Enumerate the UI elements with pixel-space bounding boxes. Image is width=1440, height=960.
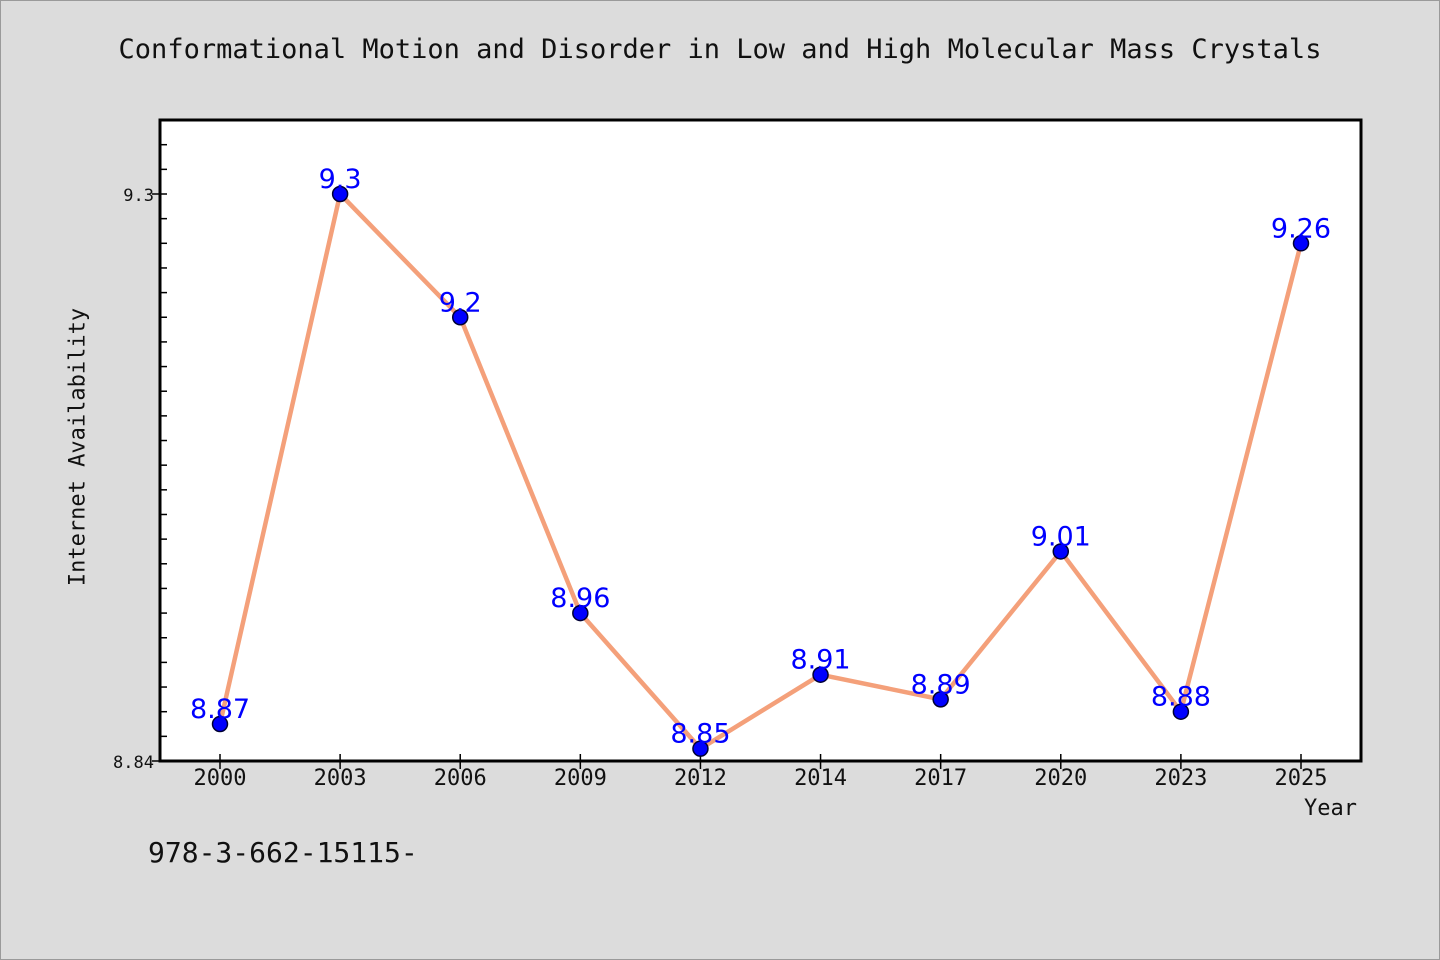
x-tick-label: 2020 (1034, 766, 1087, 791)
data-point (1052, 543, 1070, 560)
x-tick-label: 2025 (1275, 766, 1328, 791)
x-tick-label: 2012 (674, 766, 727, 791)
data-label: 8.91 (790, 645, 850, 676)
x-tick-label: 2009 (554, 766, 607, 791)
data-labels: 8.87 9.3 9.2 8.96 8.85 8.91 8.89 9.01 8.88 9.26 (190, 164, 1331, 750)
data-point (331, 185, 349, 203)
x-tick-label: 2014 (794, 766, 847, 791)
data-point (812, 666, 829, 683)
y-tick-label: 8.84 (113, 753, 154, 773)
x-tick-label: 2000 (194, 766, 247, 791)
plot-area (158, 118, 1363, 763)
data-point (211, 715, 229, 733)
data-label: 8.87 (190, 694, 250, 725)
data-label: 8.96 (550, 583, 610, 614)
chart-title: Conformational Motion and Disorder in Lo… (118, 34, 1322, 65)
data-label: 9.01 (1031, 521, 1091, 552)
data-point (451, 309, 469, 326)
footnote-text: 978-3-662-15115- (148, 836, 418, 869)
data-point (572, 604, 589, 622)
data-label: 8.88 (1151, 682, 1211, 713)
data-points (211, 185, 1310, 757)
data-label: 8.89 (911, 669, 971, 700)
x-axis-ticks: 2000 2003 2006 2009 2012 2014 2017 2020 2023 2025 (194, 754, 1328, 791)
x-tick-label: 2017 (914, 766, 967, 791)
x-tick-label: 2003 (314, 766, 367, 791)
x-tick-label: 2006 (434, 766, 487, 791)
data-point (692, 740, 709, 757)
y-axis-ticks: 9.3 8.84 (113, 143, 167, 773)
data-label: 9.2 (439, 287, 482, 318)
data-label: 8.85 (670, 719, 730, 750)
data-point (1292, 235, 1310, 252)
x-axis-label: Year (1304, 796, 1357, 821)
x-tick-label: 2023 (1154, 766, 1207, 791)
series-line (217, 191, 1304, 751)
data-point (932, 691, 949, 708)
y-tick-label: 9.3 (123, 186, 154, 206)
data-point (1172, 703, 1190, 720)
data-label: 9.3 (319, 164, 362, 195)
data-label: 9.26 (1271, 213, 1331, 244)
